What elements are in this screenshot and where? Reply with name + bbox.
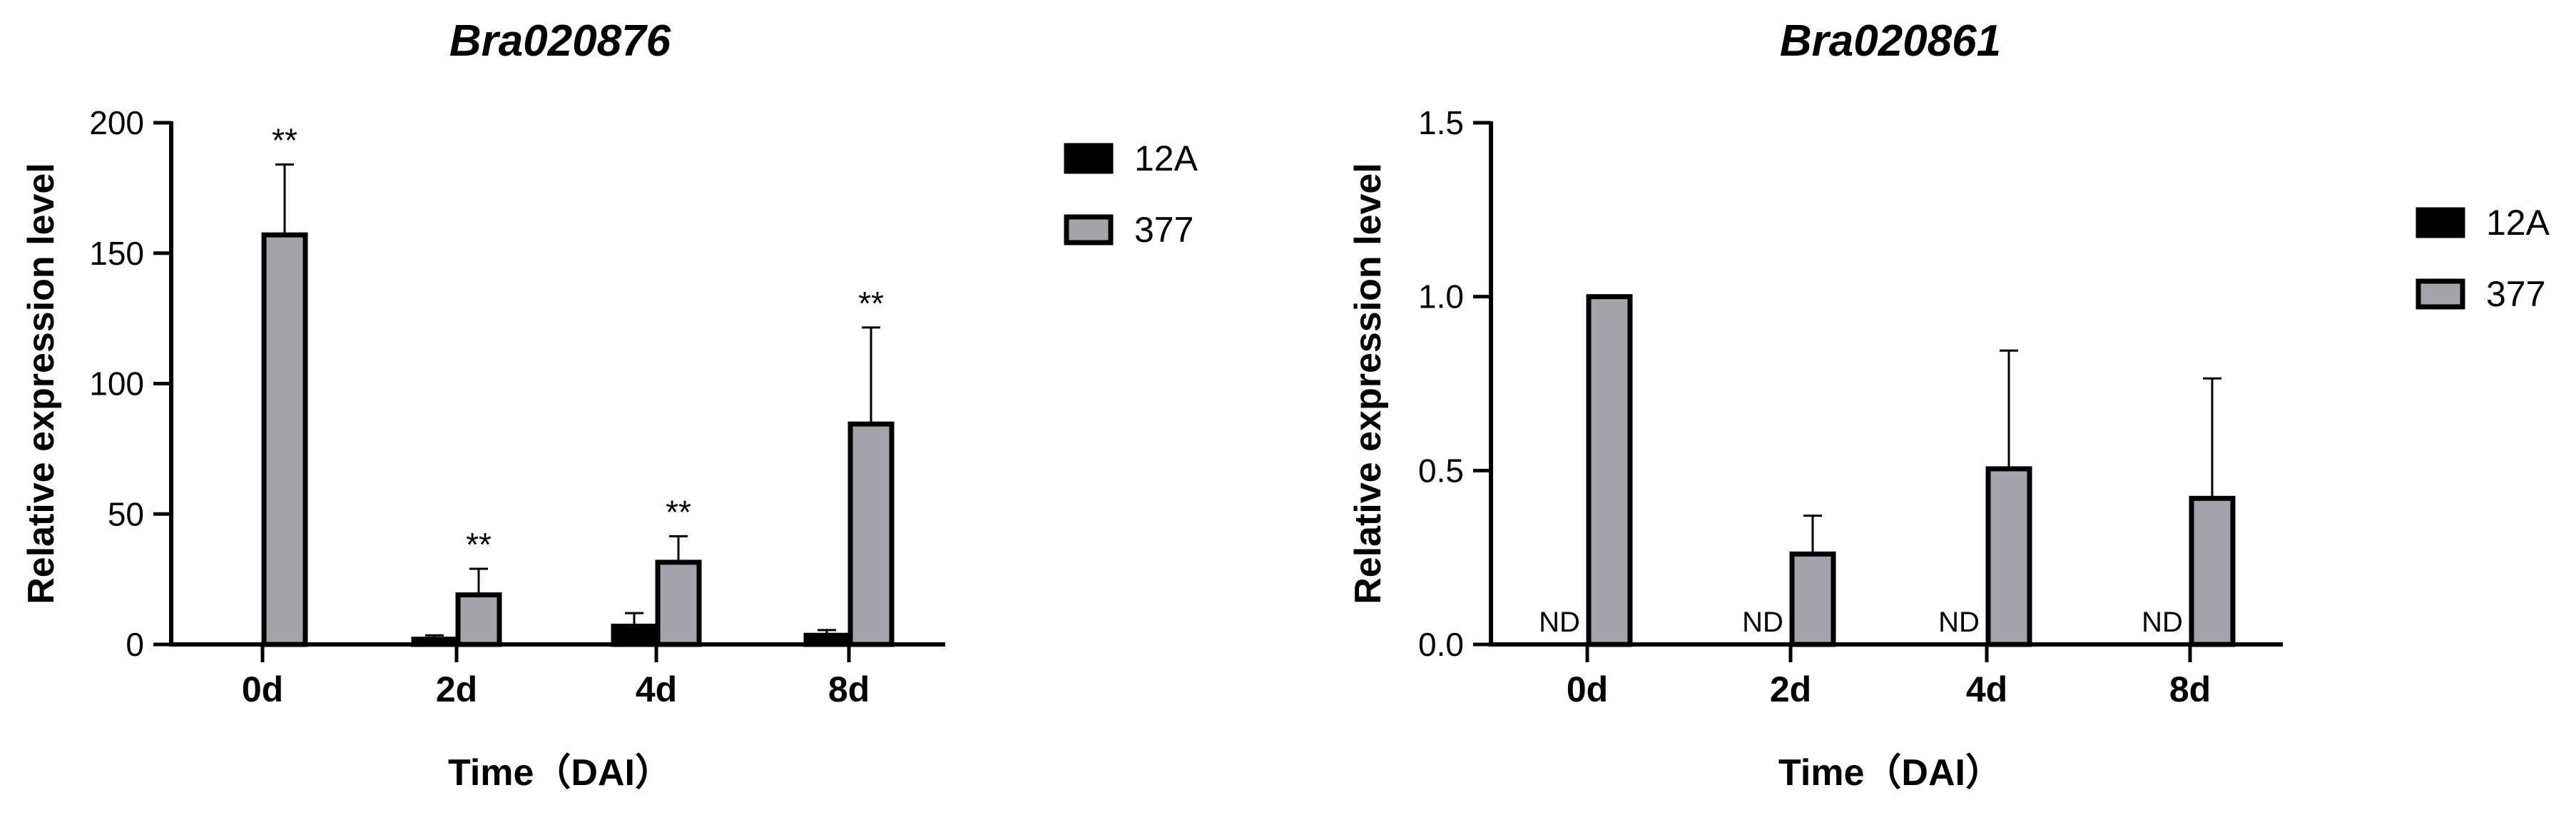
y-tick-label: 0.5 <box>1418 452 1464 489</box>
x-tick-label: 2d <box>436 669 477 709</box>
chart-bra020876: Bra020876 Relative expression level Time（D… <box>21 16 1198 794</box>
x-tick-label: 0d <box>1567 669 1608 709</box>
x-axis-label: Time（DAI） <box>448 752 672 794</box>
bar-377-8d <box>847 421 895 647</box>
bar-377-2d <box>1789 551 1836 647</box>
x-tick-label: 4d <box>636 669 677 709</box>
legend-label-12A: 12A <box>2486 203 2550 243</box>
significance-label: ** <box>858 285 884 322</box>
y-tick-label: 100 <box>89 365 144 403</box>
y-tick-label: 0.0 <box>1418 626 1464 663</box>
x-axis-label: Time（DAI） <box>1778 752 2002 794</box>
x-tick-label: 0d <box>242 669 283 709</box>
bar-377-2d <box>455 592 502 647</box>
x-tick-label: 4d <box>1966 669 2007 709</box>
y-tick-label: 1.5 <box>1418 104 1464 141</box>
legend-swatch-377 <box>1064 214 1114 245</box>
y-tick-label: 1.0 <box>1418 278 1464 315</box>
legend-label-12A: 12A <box>1134 138 1198 178</box>
nd-label: ND <box>1938 607 1980 638</box>
nd-label: ND <box>1742 607 1783 638</box>
legend-swatch-12A <box>2415 207 2465 238</box>
nd-label: ND <box>2142 607 2183 638</box>
bar-377-0d <box>261 232 308 647</box>
x-tick-label: 2d <box>1770 669 1811 709</box>
y-tick-label: 50 <box>108 495 144 532</box>
legend-swatch-12A <box>1064 143 1114 174</box>
y-tick-label: 150 <box>89 235 144 272</box>
bar-12A-2d <box>411 637 458 647</box>
bar-377-8d <box>2189 495 2236 647</box>
y-tick-label: 200 <box>89 104 144 141</box>
legend-label-377: 377 <box>2486 274 2545 314</box>
bar-377-0d <box>1586 294 1633 647</box>
y-tick-label: 0 <box>126 626 144 663</box>
legend-label-377: 377 <box>1134 210 1193 250</box>
y-axis-label: Relative expression level <box>1348 163 1389 604</box>
x-tick-label: 8d <box>828 669 870 709</box>
bar-12A-4d <box>611 623 658 647</box>
legend-swatch-377 <box>2415 278 2465 310</box>
significance-label: ** <box>272 121 297 158</box>
significance-label: ** <box>666 493 691 530</box>
bar-12A-8d <box>803 632 850 647</box>
x-tick-label: 8d <box>2169 669 2211 709</box>
significance-label: ** <box>466 526 492 563</box>
chart-title: Bra020876 <box>449 16 671 66</box>
bar-377-4d <box>1985 466 2032 647</box>
bar-377-4d <box>655 560 702 647</box>
y-axis-label: Relative expression level <box>21 163 62 604</box>
chart-bra020861: Bra020861 Relative expression level Time（D… <box>1348 16 2550 794</box>
nd-label: ND <box>1539 607 1580 638</box>
chart-title: Bra020861 <box>1780 16 2001 66</box>
